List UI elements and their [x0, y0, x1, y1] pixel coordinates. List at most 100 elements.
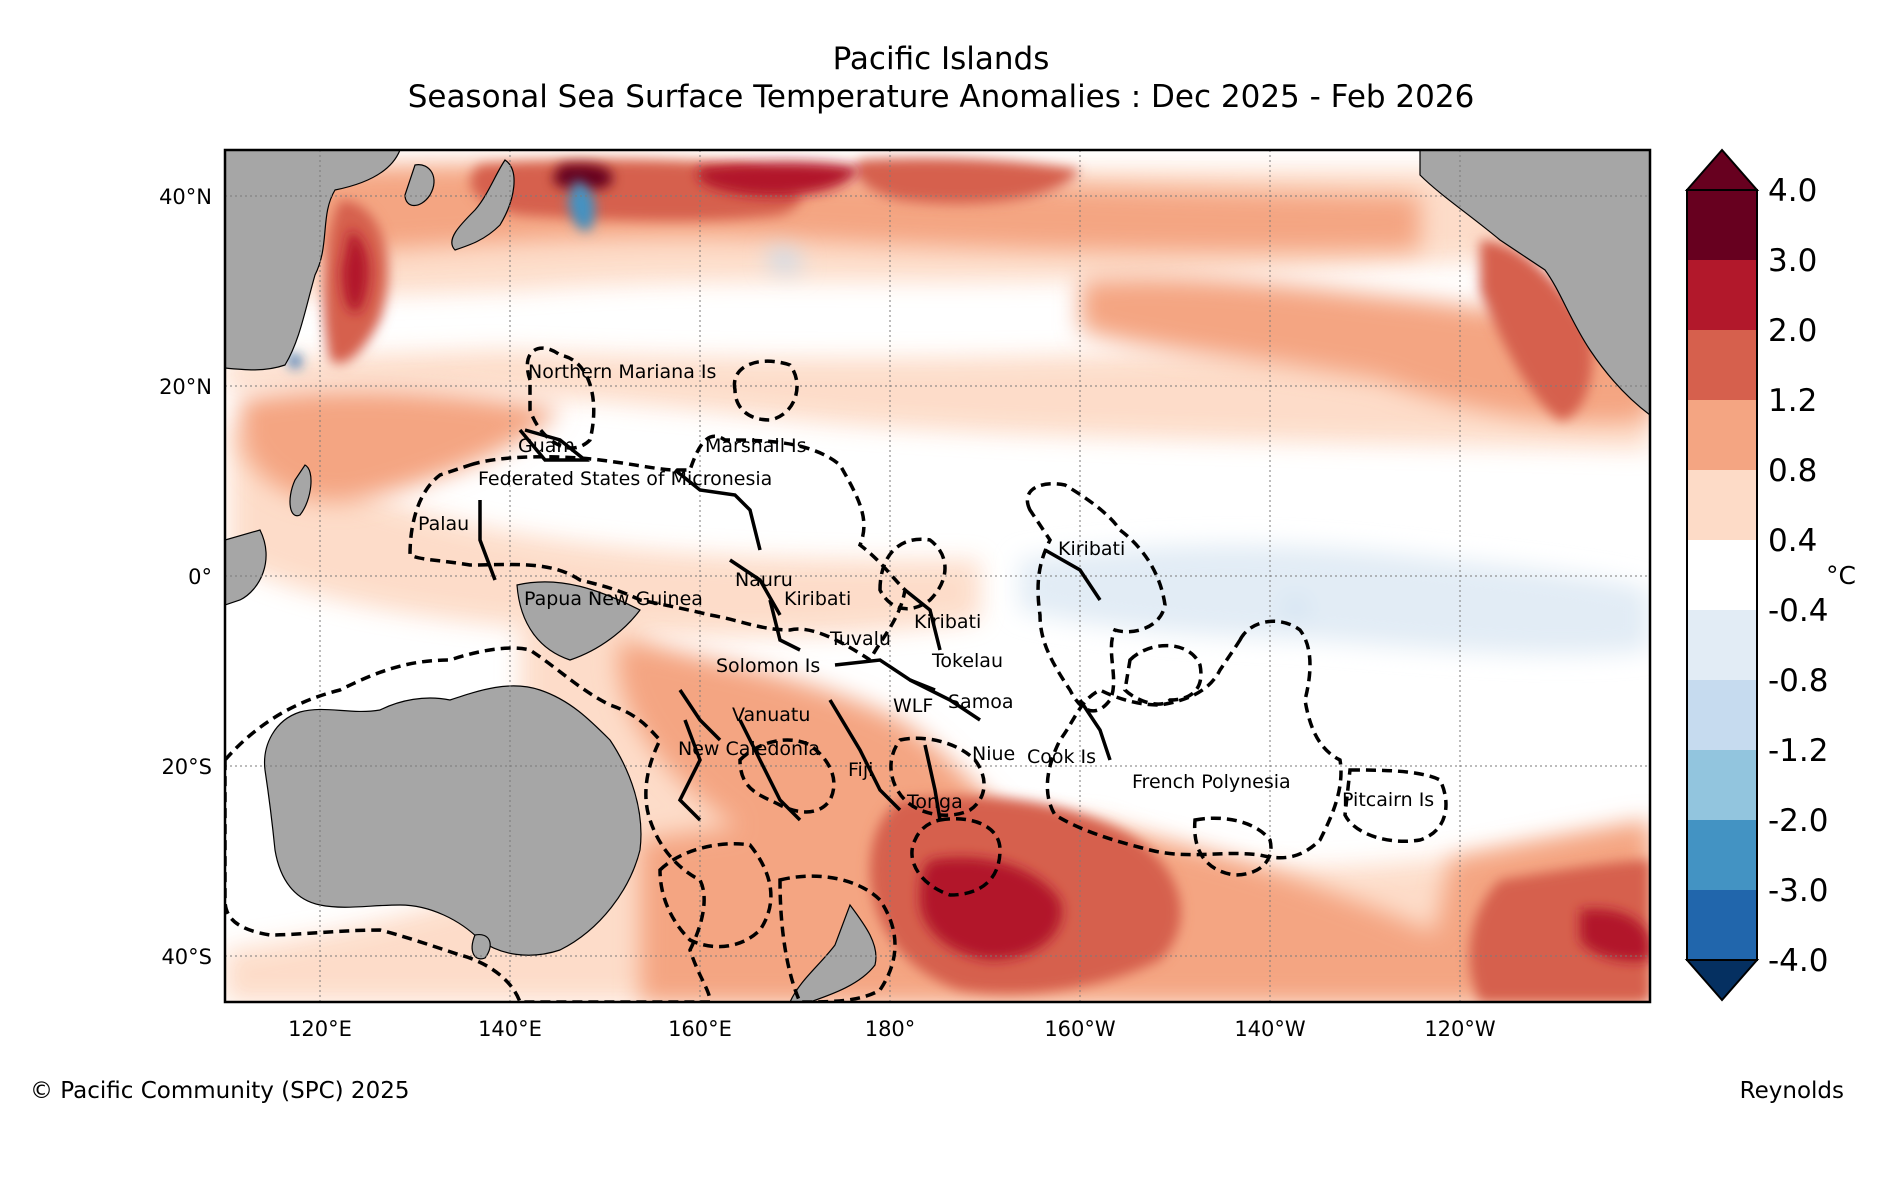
- map-subtitle: Seasonal Sea Surface Temperature Anomali…: [407, 79, 1475, 115]
- colorbar-bin: [1687, 540, 1757, 610]
- colorbar-bin: [1687, 470, 1757, 540]
- map-frame: [223, 148, 1652, 1004]
- colorbar-bin: [1687, 190, 1757, 260]
- boundary-kiribati-tuvalu: [768, 599, 801, 652]
- region-labels: Northern Mariana Is Guam Marshall Is Fed…: [418, 361, 1434, 813]
- lon-label-120w: 120°W: [1424, 1017, 1496, 1041]
- eez-boundaries: [225, 346, 1448, 1002]
- north-america-landmass: [1419, 150, 1650, 416]
- label-tuvalu: Tuvalu: [829, 628, 891, 650]
- korea-peninsula: [404, 164, 435, 207]
- boundary-nauru: [729, 558, 782, 616]
- label-tokelau: Tokelau: [931, 650, 1003, 672]
- lon-label-180: 180°: [865, 1017, 916, 1041]
- label-marshall-is: Marshall Is: [705, 435, 807, 457]
- colorbar-frame: [1686, 189, 1758, 961]
- eez-pitcairn: [1343, 768, 1448, 843]
- label-kiribati-central: Kiribati: [914, 611, 981, 633]
- eez-northern-mariana: [525, 346, 596, 450]
- colorbar-tick: 2.0: [1768, 313, 1817, 349]
- eez-kiribati-central: [878, 537, 947, 611]
- lon-label-120e: 120°E: [288, 1017, 352, 1041]
- colorbar-tick: 0.4: [1768, 523, 1817, 559]
- eez-french-polynesia: [1045, 619, 1343, 860]
- label-french-polynesia: French Polynesia: [1132, 771, 1291, 793]
- boundary-cook-fp: [1078, 699, 1112, 761]
- lat-label-0: 0°: [188, 565, 212, 589]
- tasmania-island: [471, 933, 491, 960]
- colorbar-min-arrow: [1684, 959, 1760, 1002]
- eez-marshall-north: [732, 359, 799, 422]
- label-niue: Niue: [972, 743, 1015, 765]
- eez-lord-howe: [738, 738, 836, 814]
- boundary-new-caledonia: [677, 719, 702, 822]
- colorbar-tick: -0.4: [1768, 593, 1829, 629]
- label-solomon-is: Solomon Is: [716, 655, 820, 677]
- latitude-labels: 40°N 20°N 0° 20°S 40°S: [159, 185, 212, 969]
- colorbar-tick: -4.0: [1768, 943, 1829, 979]
- eez-niue: [889, 736, 986, 817]
- eez-french-polynesia-north: [1123, 643, 1203, 706]
- boundary-guam: [518, 428, 590, 462]
- colorbar-tick: 4.0: [1768, 173, 1817, 209]
- colorbar-tick: -0.8: [1768, 663, 1829, 699]
- boundary-fiji-tonga: [828, 699, 902, 812]
- colorbar-bin: [1687, 330, 1757, 400]
- lat-label-40s: 40°S: [161, 945, 212, 969]
- label-vanuatu: Vanuatu: [732, 704, 810, 726]
- lon-label-140w: 140°W: [1234, 1017, 1306, 1041]
- australia-landmass: [263, 685, 642, 956]
- colorbar-tick: 1.2: [1768, 383, 1817, 419]
- boundary-kiribati-line: [1044, 548, 1102, 601]
- label-papua-new-guinea: Papua New Guinea: [524, 588, 703, 610]
- boundary-tuvalu-tokelau: [903, 588, 942, 651]
- colorbar-bin: [1687, 400, 1757, 470]
- colorbar-bin: [1687, 680, 1757, 750]
- boundary-solomon-vanuatu: [678, 689, 722, 742]
- colorbar-ticks: 4.0 3.0 2.0 1.2 0.8 0.4 -0.4 -0.8 -1.2 -…: [1768, 173, 1829, 979]
- eez-australia: [225, 646, 712, 1002]
- colorbar-bin: [1687, 820, 1757, 890]
- graticule: [225, 150, 1650, 1002]
- colorbar-unit: °C: [1826, 561, 1856, 590]
- label-wlf: WLF: [893, 695, 933, 717]
- colorbar-bin: [1687, 610, 1757, 680]
- eez-kiribati-east: [1025, 482, 1167, 713]
- colorbar-max-arrow: [1684, 148, 1760, 191]
- lon-label-160w: 160°W: [1044, 1017, 1116, 1041]
- copyright-text: © Pacific Community (SPC) 2025: [30, 1078, 410, 1104]
- colorbar-tick: -3.0: [1768, 873, 1829, 909]
- colorbar: 4.0 3.0 2.0 1.2 0.8 0.4 -0.4 -0.8 -1.2 -…: [1684, 148, 1856, 1002]
- label-pitcairn-is: Pitcairn Is: [1342, 789, 1434, 811]
- label-northern-mariana: Northern Mariana Is: [528, 361, 716, 383]
- colorbar-bin: [1687, 890, 1757, 960]
- asia-landmass: [225, 150, 401, 371]
- colorbar-tick: 0.8: [1768, 453, 1817, 489]
- boundary-palau-fsm: [478, 500, 497, 581]
- label-kiribati-west: Kiribati: [784, 588, 851, 610]
- lat-label-40n: 40°N: [159, 185, 212, 209]
- colorbar-tick: -1.2: [1768, 733, 1829, 769]
- data-source: Reynolds: [1739, 1078, 1844, 1104]
- land: [225, 150, 1650, 1002]
- eez-french-polynesia-south: [1192, 816, 1273, 877]
- eez-tonga-south: [910, 817, 1002, 897]
- label-kiribati-east: Kiribati: [1058, 538, 1125, 560]
- colorbar-bin: [1687, 260, 1757, 330]
- new-guinea-island: [516, 581, 641, 661]
- colorbar-tick: -2.0: [1768, 803, 1829, 839]
- label-nauru: Nauru: [735, 569, 793, 591]
- maritime-boundaries: [478, 428, 1112, 822]
- colorbar-tick: 3.0: [1768, 243, 1817, 279]
- longitude-labels: 120°E 140°E 160°E 180° 160°W 140°W 120°W: [288, 1017, 1496, 1041]
- label-guam: Guam: [518, 435, 575, 457]
- label-samoa: Samoa: [948, 691, 1013, 713]
- label-palau: Palau: [418, 513, 469, 535]
- philippine-islands: [289, 464, 312, 517]
- lat-label-20n: 20°N: [159, 375, 212, 399]
- japan-island: [451, 159, 515, 251]
- label-new-caledonia: New Caledonia: [678, 738, 820, 760]
- colorbar-bin: [1687, 750, 1757, 820]
- map-title: Pacific Islands: [832, 41, 1050, 77]
